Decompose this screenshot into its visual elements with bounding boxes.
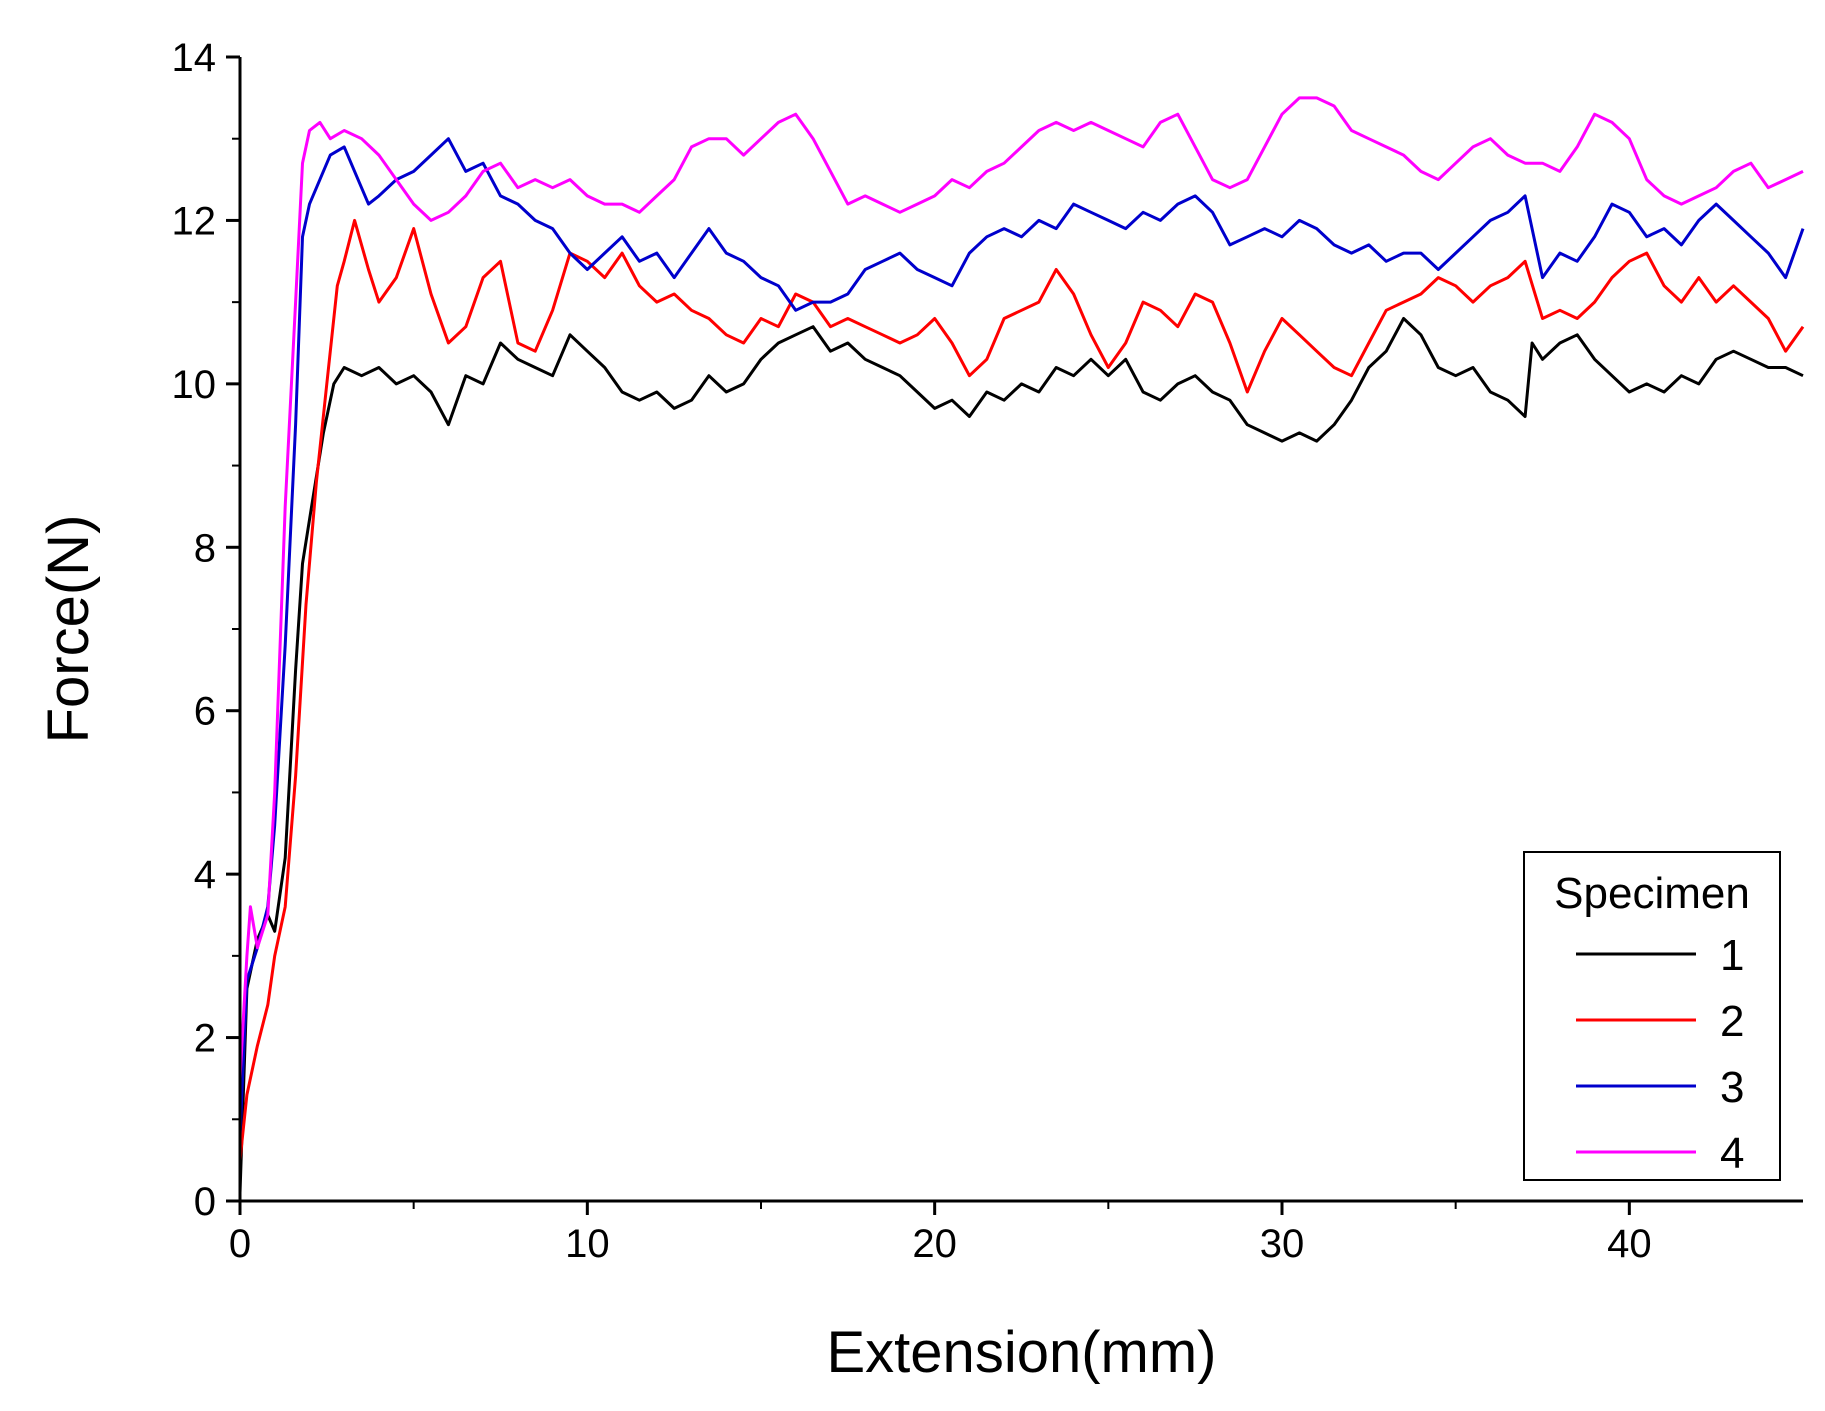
- legend-label-2: 2: [1720, 997, 1744, 1046]
- y-tick-label-4: 4: [194, 853, 216, 897]
- x-tick-label-20: 20: [912, 1222, 957, 1266]
- legend-label-3: 3: [1720, 1063, 1744, 1112]
- x-tick-label-10: 10: [565, 1222, 610, 1266]
- series-line-2: [238, 218, 1805, 1161]
- x-tick-label-30: 30: [1260, 1222, 1305, 1266]
- x-axis-title: Extension(mm): [827, 1320, 1217, 1385]
- legend-box: [1523, 851, 1781, 1181]
- y-axis-title: Force(N): [36, 515, 101, 744]
- y-tick-label-14: 14: [172, 36, 217, 80]
- y-tick-label-2: 2: [194, 1017, 216, 1061]
- legend-label-4: 4: [1720, 1129, 1744, 1178]
- y-tick-label-8: 8: [194, 526, 216, 570]
- x-tick-label-40: 40: [1607, 1222, 1652, 1266]
- legend: Specimen 1 2 3 4: [1523, 851, 1781, 1181]
- y-tick-label-6: 6: [194, 690, 216, 734]
- y-tick-label-10: 10: [172, 363, 217, 407]
- legend-label-1: 1: [1720, 931, 1744, 980]
- series-line-1: [238, 317, 1804, 1193]
- series-layer: [238, 96, 1805, 1193]
- y-tick-label-0: 0: [194, 1180, 216, 1224]
- series-line-4: [238, 96, 1804, 1079]
- y-tick-label-12: 12: [172, 199, 217, 243]
- legend-title: Specimen: [1554, 869, 1750, 918]
- x-tick-label-0: 0: [229, 1222, 251, 1266]
- series-line-3: [238, 137, 1805, 1136]
